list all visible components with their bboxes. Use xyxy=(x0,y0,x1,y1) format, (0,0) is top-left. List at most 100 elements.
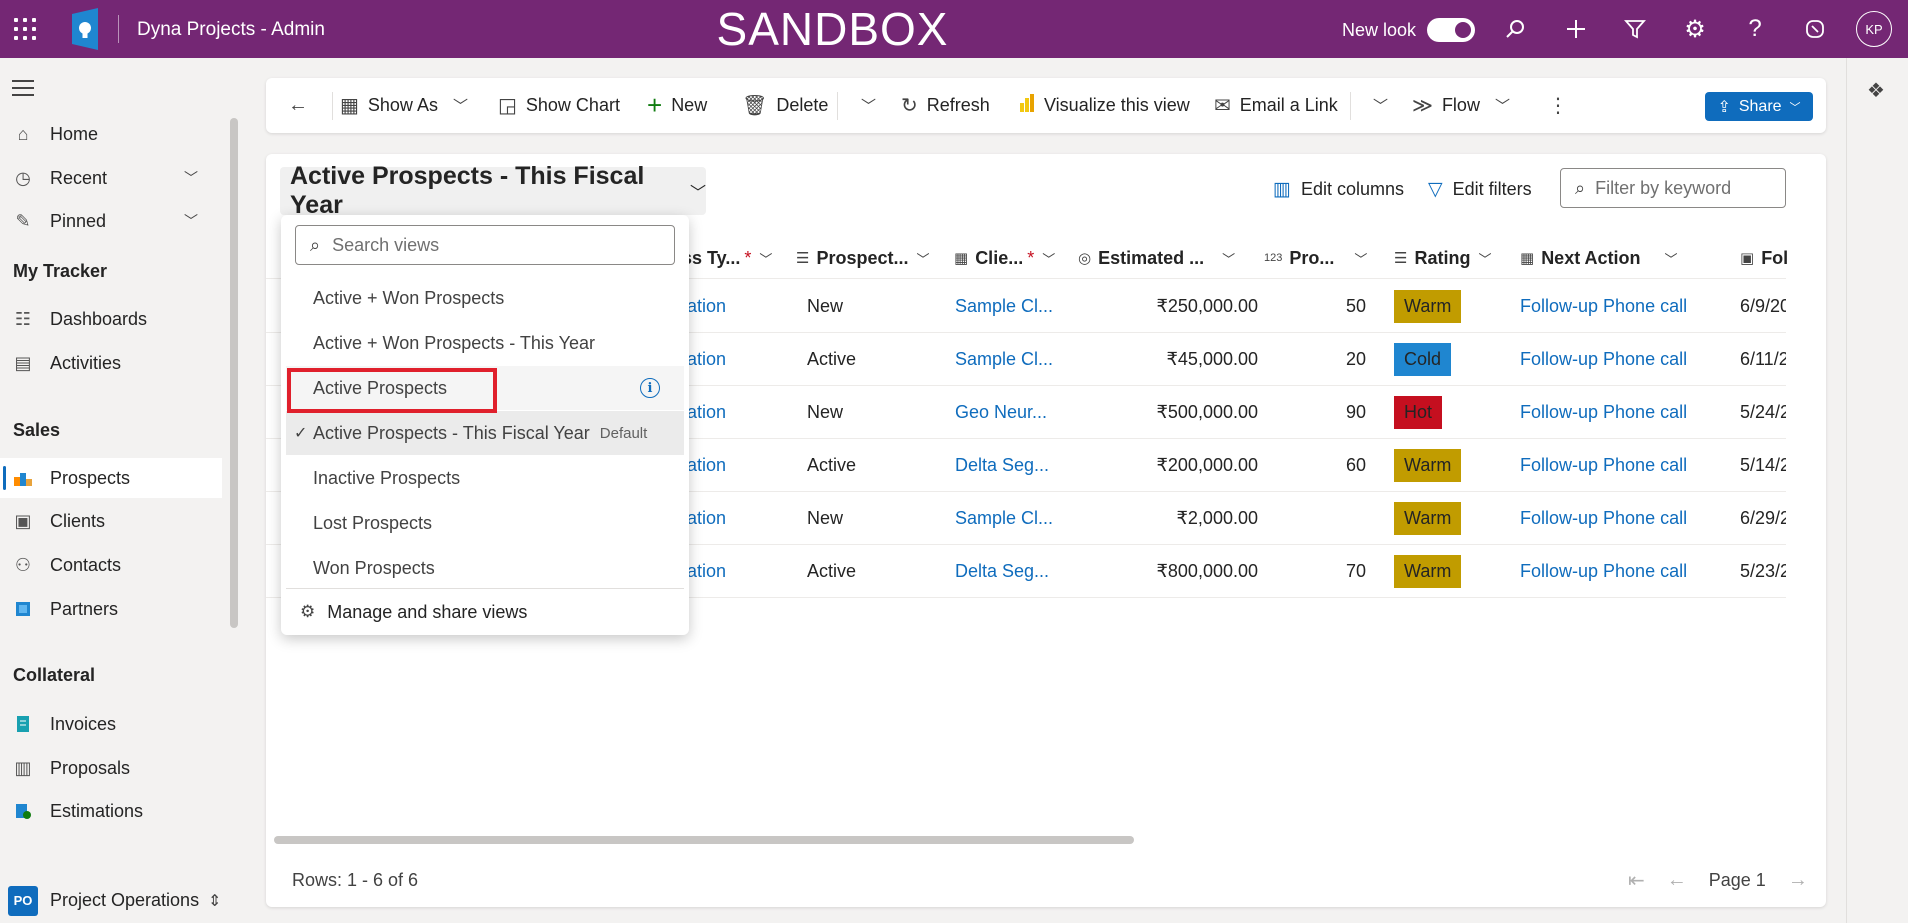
view-option-active-won-this-year[interactable]: Active + Won Prospects - This Year xyxy=(286,321,684,365)
rating-cell: Cold xyxy=(1394,333,1504,385)
overflow-button[interactable]: ⋮ xyxy=(1548,78,1577,133)
column-header-type[interactable]: ss Ty... * ﹀ xyxy=(682,238,772,278)
sidebar-item-recent[interactable]: ◷ Recent ﹀ xyxy=(0,158,222,198)
next-page-icon[interactable]: → xyxy=(1787,869,1808,891)
row-divider xyxy=(266,597,1786,598)
view-option-active-won[interactable]: Active + Won Prospects xyxy=(286,276,684,320)
more-commands-dropdown[interactable]: ﹀ xyxy=(846,78,876,133)
email-link-button[interactable]: ✉ Email a Link xyxy=(1214,78,1338,133)
more-commands-dropdown[interactable]: ﹀ xyxy=(1358,78,1388,133)
view-option-won-prospects[interactable]: Won Prospects xyxy=(286,546,684,590)
type-cell[interactable]: tation xyxy=(682,348,727,369)
area-label: Project Operations xyxy=(50,890,200,910)
sidebar-scrollbar[interactable] xyxy=(230,118,238,628)
chevron-down-icon: ﹀ xyxy=(689,185,706,202)
column-header-followup[interactable]: ▣ Fol xyxy=(1740,238,1788,278)
column-header-label: Pro... xyxy=(1289,247,1335,268)
next-action-cell[interactable]: Follow-up Phone call xyxy=(1520,401,1688,422)
first-page-icon[interactable]: ⇤ xyxy=(1628,870,1645,892)
chevron-down-icon[interactable]: ﹀ xyxy=(184,213,198,229)
sidebar-item-estimations[interactable]: Estimations xyxy=(0,791,222,831)
type-cell[interactable]: tation xyxy=(682,295,727,316)
client-cell[interactable]: Sample Cl... xyxy=(955,295,1054,316)
arrow-left-icon: ← xyxy=(288,94,308,116)
view-option-active-prospects[interactable]: Active Prospects i xyxy=(286,366,684,410)
view-option-label: Won Prospects xyxy=(313,557,435,578)
filter-keyword-input[interactable]: ⌕ Filter by keyword xyxy=(1560,168,1786,208)
plus-icon[interactable] xyxy=(1562,15,1590,43)
rating-badge: Warm xyxy=(1394,448,1462,482)
client-cell[interactable]: Geo Neur... xyxy=(955,401,1048,422)
visualize-button[interactable]: Visualize this view xyxy=(1019,78,1190,133)
column-header-next-action[interactable]: ▦ Next Action ﹀ xyxy=(1520,238,1678,278)
filter-icon[interactable] xyxy=(1621,15,1649,43)
sidebar-item-dashboards[interactable]: ☷ Dashboards xyxy=(0,299,222,339)
sidebar-item-proposals[interactable]: ▥ Proposals xyxy=(0,748,222,788)
next-action-cell[interactable]: Follow-up Phone call xyxy=(1520,560,1688,581)
search-views-input[interactable]: ⌕ Search views xyxy=(295,225,675,265)
area-switcher[interactable]: PO Project Operations ⇕ xyxy=(0,878,234,923)
column-header-rating[interactable]: ☰ Rating ﹀ xyxy=(1394,238,1491,278)
sidebar-item-invoices[interactable]: Invoices xyxy=(0,704,222,744)
copilot-icon[interactable]: ❖ xyxy=(1867,80,1885,102)
previous-page-icon[interactable]: ← xyxy=(1666,869,1687,891)
column-header-probability[interactable]: 123 Pro... ﹀ xyxy=(1264,238,1367,278)
manage-views-button[interactable]: ⚙ Manage and share views xyxy=(286,590,684,634)
next-action-cell[interactable]: Follow-up Phone call xyxy=(1520,348,1688,369)
sidebar-item-pinned[interactable]: ✎ Pinned ﹀ xyxy=(0,201,222,241)
horizontal-scrollbar[interactable] xyxy=(274,836,1134,844)
gear-icon[interactable]: ⚙ xyxy=(1684,15,1706,43)
client-cell[interactable]: Delta Seg... xyxy=(955,454,1050,475)
sidebar-item-home[interactable]: ⌂ Home xyxy=(0,114,222,154)
next-action-cell[interactable]: Follow-up Phone call xyxy=(1520,507,1688,528)
next-action-cell[interactable]: Follow-up Phone call xyxy=(1520,454,1688,475)
type-cell[interactable]: tation xyxy=(682,560,727,581)
new-look-toggle[interactable] xyxy=(1427,18,1475,42)
chevron-down-icon[interactable]: ﹀ xyxy=(184,170,198,186)
delete-button[interactable]: 🗑 Delete xyxy=(742,78,828,133)
sidebar-item-contacts[interactable]: ⚇ Contacts xyxy=(0,545,222,585)
app-launcher-icon[interactable] xyxy=(12,16,38,42)
new-button[interactable]: + New xyxy=(647,78,707,133)
sidebar-item-clients[interactable]: ▣ Clients xyxy=(0,501,222,541)
copilot-icon[interactable] xyxy=(1801,15,1829,43)
search-icon[interactable] xyxy=(1501,15,1529,43)
edit-filters-button[interactable]: ▽ Edit filters xyxy=(1428,178,1532,201)
client-cell[interactable]: Delta Seg... xyxy=(955,560,1050,581)
back-button[interactable]: ← xyxy=(288,78,317,133)
type-cell[interactable]: tation xyxy=(682,507,727,528)
next-action-cell[interactable]: Follow-up Phone call xyxy=(1520,295,1688,316)
edit-columns-button[interactable]: ▥ Edit columns xyxy=(1273,178,1404,201)
column-header-status[interactable]: ☰ Prospect... ﹀ xyxy=(796,238,930,278)
view-option-active-this-fiscal-year[interactable]: ✓ Active Prospects - This Fiscal Year De… xyxy=(286,411,684,455)
client-cell[interactable]: Sample Cl... xyxy=(955,507,1054,528)
view-selector[interactable]: Active Prospects - This Fiscal Year ﹀ xyxy=(280,162,706,219)
info-icon[interactable]: i xyxy=(640,378,660,398)
view-option-inactive-prospects[interactable]: Inactive Prospects xyxy=(286,456,684,500)
column-header-estimated[interactable]: ◎ Estimated ... ﹀ xyxy=(1078,238,1235,278)
top-bar: Dyna Projects - Admin SANDBOX New look ⚙… xyxy=(0,0,1908,58)
share-button[interactable]: ⇪ Share ﹀ xyxy=(1705,92,1813,121)
pin-icon: ✎ xyxy=(15,210,31,231)
email-link-label: Email a Link xyxy=(1239,95,1338,115)
column-header-client[interactable]: ▦ Clie... * ﹀ xyxy=(954,238,1055,278)
help-icon[interactable]: ? xyxy=(1748,15,1762,42)
flow-button[interactable]: ≫ Flow ﹀ xyxy=(1412,78,1510,133)
show-chart-button[interactable]: ◲ Show Chart xyxy=(498,78,620,133)
table-icon: ▦ xyxy=(1520,250,1535,267)
sidebar-item-prospects[interactable]: Prospects xyxy=(0,458,222,498)
client-cell[interactable]: Sample Cl... xyxy=(955,348,1054,369)
rating-badge: Warm xyxy=(1394,289,1462,323)
view-option-lost-prospects[interactable]: Lost Prospects xyxy=(286,501,684,545)
hamburger-icon[interactable] xyxy=(12,80,34,101)
user-avatar[interactable]: KP xyxy=(1856,11,1892,47)
app-title[interactable]: Dyna Projects - Admin xyxy=(137,19,325,40)
view-title: Active Prospects - This Fiscal Year xyxy=(290,162,645,219)
type-cell[interactable]: tation xyxy=(682,454,727,475)
sidebar-item-activities[interactable]: ▤ Activities xyxy=(0,343,222,383)
probability-cell: 90 xyxy=(1345,401,1366,422)
type-cell[interactable]: tation xyxy=(682,401,727,422)
refresh-button[interactable]: ↻ Refresh xyxy=(901,78,990,133)
show-as-button[interactable]: ▦ Show As ﹀ xyxy=(340,78,468,133)
sidebar-item-partners[interactable]: Partners xyxy=(0,589,222,629)
